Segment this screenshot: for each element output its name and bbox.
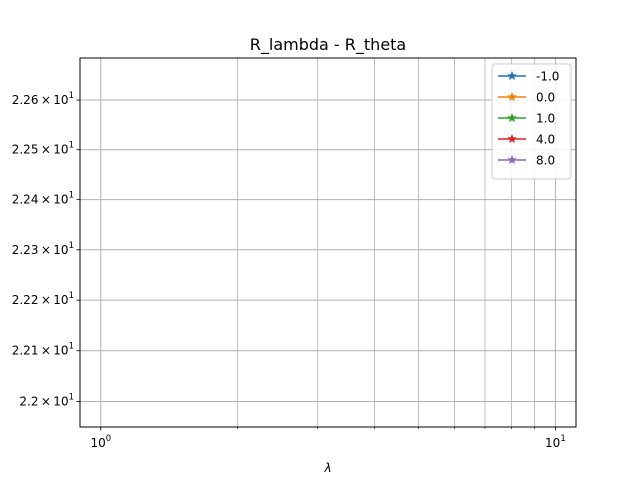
legend-star-icon: [507, 70, 517, 81]
chart-title: R_lambda - R_theta: [250, 35, 406, 55]
legend-star-icon: [507, 91, 517, 102]
ticks: 100 101 2.2 × 101 2.21 × 101 2.22 × 101 2.23 …: [12, 91, 566, 450]
y-tick-label: 2.21 × 101: [12, 342, 74, 358]
plot-frame: [79, 57, 577, 428]
y-tick-label: 2.22 × 101: [12, 291, 74, 307]
legend-star-icon: [507, 133, 517, 144]
legend-label: 4.0: [536, 133, 555, 147]
legend-star-icon: [507, 154, 517, 165]
legend-label: 8.0: [536, 154, 555, 168]
y-tick-label: 2.23 × 101: [12, 241, 74, 257]
y-tick-label: 2.26 × 101: [12, 91, 74, 107]
x-tick-label: 101: [545, 434, 566, 450]
legend: -1.0 0.0 1.0 4.0 8.0: [491, 63, 572, 180]
x-axis-label: λ: [323, 461, 331, 475]
y-tick-label: 2.24 × 101: [12, 191, 74, 207]
x-tick-label: 100: [90, 434, 111, 450]
y-tick-label: 2.25 × 101: [12, 141, 74, 157]
legend-label: 1.0: [536, 112, 555, 126]
legend-star-icon: [507, 112, 517, 123]
legend-label: -1.0: [536, 70, 559, 84]
grid: [80, 58, 576, 427]
y-tick-label: 2.2 × 101: [19, 393, 74, 409]
legend-label: 0.0: [536, 91, 555, 105]
